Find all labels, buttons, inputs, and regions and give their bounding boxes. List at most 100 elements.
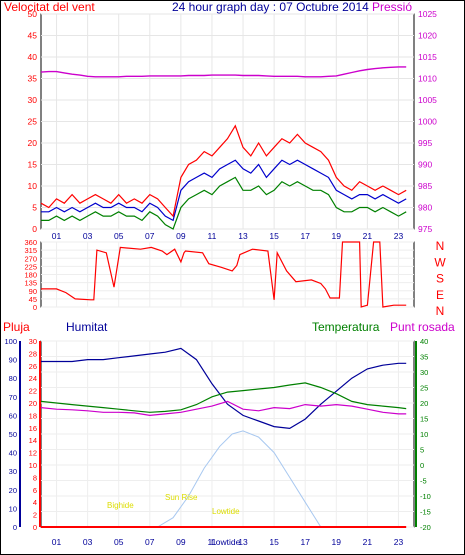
rain-tick-label: 14 <box>29 436 37 445</box>
wind-tick-label: 35 <box>28 74 38 84</box>
humidity-tick-label: 90 <box>9 356 17 365</box>
lower-panel-hour-ticks: 01 03 05 07 09 11 13 15 17 19 21 23 <box>52 537 404 547</box>
direction-tick-label: 0 <box>33 303 37 312</box>
temperature-tick-label: 40 <box>420 337 428 346</box>
temperature-tick-label: 20 <box>420 399 428 408</box>
lowtide-axis-label: Lowtide <box>211 537 241 547</box>
hour-tick-label: 07 <box>145 537 155 547</box>
rain-tick-label: 18 <box>29 411 37 420</box>
rain-tick-label: 8 <box>33 473 37 482</box>
rain-tick-label: 24 <box>29 374 37 383</box>
pressure-series-line <box>40 66 407 78</box>
wind-tick-label: 45 <box>28 31 38 41</box>
temperature-label: Temperatura <box>312 320 380 334</box>
hour-tick-label: 13 <box>238 537 248 547</box>
average-series-line <box>41 159 407 222</box>
gust-series-line <box>40 124 407 218</box>
wind-tick-label: 10 <box>28 181 38 191</box>
pressure-tick-label: 1010 <box>418 74 437 84</box>
lowtide-annotation: Lowtide <box>212 507 240 516</box>
hour-tick-label: 01 <box>52 231 62 241</box>
wind-tick-label: 15 <box>28 160 38 170</box>
hour-tick-label: 13 <box>238 231 248 241</box>
wind-axis-ticks: 0 5 10 15 20 25 30 35 40 45 50 <box>28 9 38 234</box>
sunrise-annotation: Sun Rise <box>165 493 198 502</box>
hour-tick-label: 23 <box>394 537 404 547</box>
rain-tick-label: 26 <box>29 362 37 371</box>
hour-tick-label: 07 <box>145 231 155 241</box>
wind-tick-label: 30 <box>28 95 38 105</box>
humidity-tick-label: 30 <box>9 467 17 476</box>
rain-tick-label: 6 <box>33 486 37 495</box>
hour-tick-label: 03 <box>83 231 93 241</box>
humidity-tick-label: 20 <box>9 486 17 495</box>
temperature-tick-label: -5 <box>420 477 427 486</box>
humidity-tick-label: 70 <box>9 393 17 402</box>
bighide-annotation: Bighide <box>107 501 134 510</box>
compass-letter: E <box>436 288 444 302</box>
rain-tick-label: 12 <box>29 449 37 458</box>
humidity-tick-label: 50 <box>9 430 17 439</box>
pressure-tick-label: 975 <box>418 224 432 234</box>
pressure-axis-ticks: 975 980 985 990 995 1000 1005 1010 1015 1020 1025 <box>418 9 437 234</box>
hour-tick-label: 19 <box>332 231 342 241</box>
dewpoint-label: Punt rosada <box>390 320 455 334</box>
chart-title: 24 hour graph day : 07 Octubre 2014 <box>172 0 369 14</box>
hour-tick-label: 17 <box>300 231 310 241</box>
pressure-tick-label: 990 <box>418 160 432 170</box>
hour-tick-label: 21 <box>363 537 373 547</box>
temperature-tick-label: 0 <box>420 461 424 470</box>
hour-tick-label: 21 <box>363 231 373 241</box>
direction-tick-label: 45 <box>29 295 37 304</box>
wind-tick-label: 50 <box>28 9 38 19</box>
pressure-tick-label: 1000 <box>418 117 437 127</box>
temperature-tick-label: 35 <box>420 353 428 362</box>
hour-tick-label: 11 <box>208 231 217 241</box>
rain-tick-label: 30 <box>29 337 37 346</box>
pressure-tick-label: 980 <box>418 203 432 213</box>
temperature-tick-label: 25 <box>420 384 428 393</box>
rain-tick-label: 16 <box>29 424 37 433</box>
wind-tick-label: 20 <box>28 138 38 148</box>
low-series-line <box>41 176 407 230</box>
hour-tick-label: 05 <box>114 231 124 241</box>
temperature-tick-label: 10 <box>420 430 428 439</box>
temperature-tick-label: 5 <box>420 446 424 455</box>
pressure-tick-label: 985 <box>418 181 432 191</box>
direction-tick-label: 135 <box>24 279 37 288</box>
hour-tick-label: 15 <box>269 231 279 241</box>
hour-tick-label: 09 <box>176 537 186 547</box>
hour-tick-label: 05 <box>114 537 124 547</box>
compass-letter: N <box>436 239 445 253</box>
hour-tick-label: 03 <box>83 537 93 547</box>
temperature-series-line <box>40 382 407 413</box>
rain-tick-label: 10 <box>29 461 37 470</box>
humidity-tick-label: 100 <box>4 337 17 346</box>
pressure-label: Pressió <box>372 0 412 14</box>
wind-direction-series <box>41 241 407 308</box>
wind-panel-hour-ticks: 01 03 05 07 09 11 13 15 17 19 21 23 <box>52 231 404 241</box>
solar-series-line <box>157 430 322 528</box>
direction-tick-label: 360 <box>24 238 37 247</box>
pressure-tick-label: 1020 <box>418 31 437 41</box>
hour-tick-label: 15 <box>269 537 279 547</box>
rain-tick-label: 20 <box>29 399 37 408</box>
direction-tick-label: 270 <box>24 254 37 263</box>
temperature-axis-ticks: -20 -15 -10 -5 0 5 10 15 20 25 30 35 40 <box>420 337 431 532</box>
rain-tick-label: 28 <box>29 349 37 358</box>
compass-letter: W <box>434 255 446 269</box>
hour-tick-label: 09 <box>176 231 186 241</box>
humidity-tick-label: 40 <box>9 449 17 458</box>
humidity-tick-label: 60 <box>9 411 17 420</box>
humidity-label: Humitat <box>66 320 108 334</box>
temperature-humidity-series <box>40 347 407 528</box>
compass-letter: N <box>436 304 445 318</box>
rain-tick-label: 0 <box>33 523 37 532</box>
wind-pressure-series <box>40 66 407 230</box>
temperature-tick-label: 30 <box>420 368 428 377</box>
direction-tick-label: 90 <box>29 287 37 296</box>
